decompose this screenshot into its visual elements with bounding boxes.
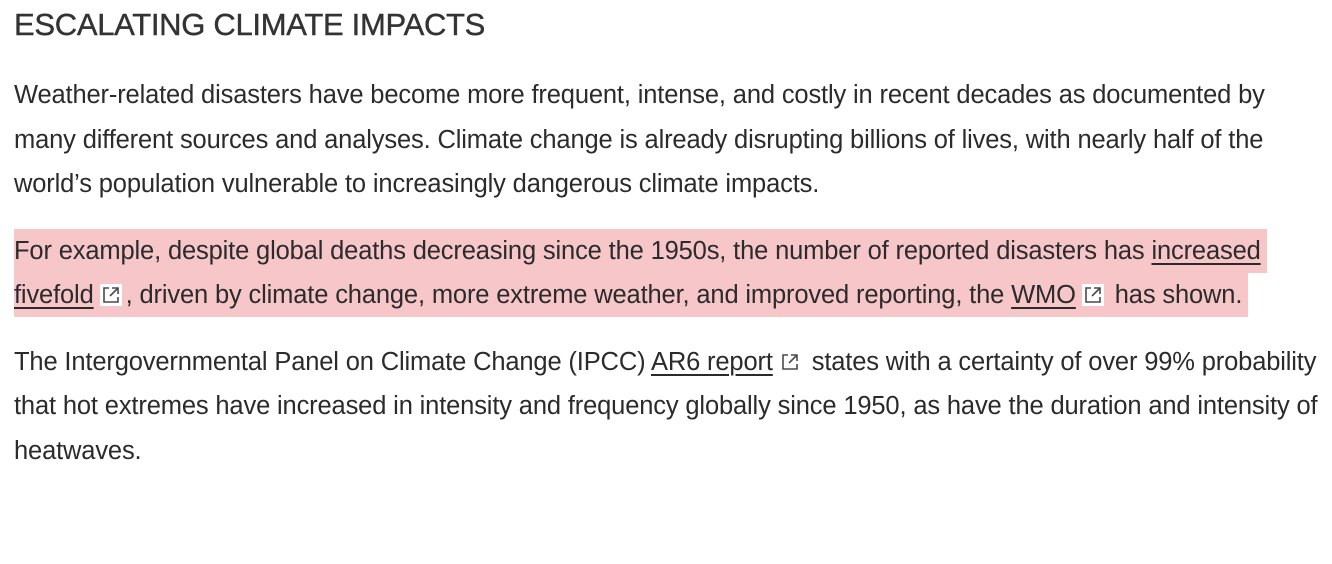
paragraph-text: states with a certainty of over 99% prob… xyxy=(14,347,1318,465)
external-link-icon[interactable] xyxy=(99,284,122,306)
paragraph-disasters: Weather-related disasters have become mo… xyxy=(14,81,1265,198)
article-body: ESCALATING CLIMATE IMPACTS Weather-relat… xyxy=(14,0,1326,473)
section-heading: ESCALATING CLIMATE IMPACTS xyxy=(14,7,486,42)
paragraph-text: , driven by climate change, more extreme… xyxy=(125,281,1012,309)
link-ar6-report[interactable]: AR6 report xyxy=(650,347,773,376)
paragraph-highlighted-example: For example, despite global deaths decre… xyxy=(14,228,1326,318)
link-wmo[interactable]: WMO xyxy=(1011,281,1076,309)
link-increased-fivefold[interactable]: increased fivefold xyxy=(14,236,1261,310)
paragraph-text: For example, despite global deaths decre… xyxy=(14,236,1152,265)
highlighted-passage: For example, despite global deaths decre… xyxy=(14,228,1267,317)
paragraph-text: has shown. xyxy=(1107,281,1243,309)
paragraph-text: The Intergovernmental Panel on Climate C… xyxy=(14,347,651,376)
external-link-icon[interactable] xyxy=(778,350,801,373)
external-link-icon[interactable] xyxy=(1081,284,1104,306)
paragraph-ipcc: The Intergovernmental Panel on Climate C… xyxy=(14,340,1326,474)
